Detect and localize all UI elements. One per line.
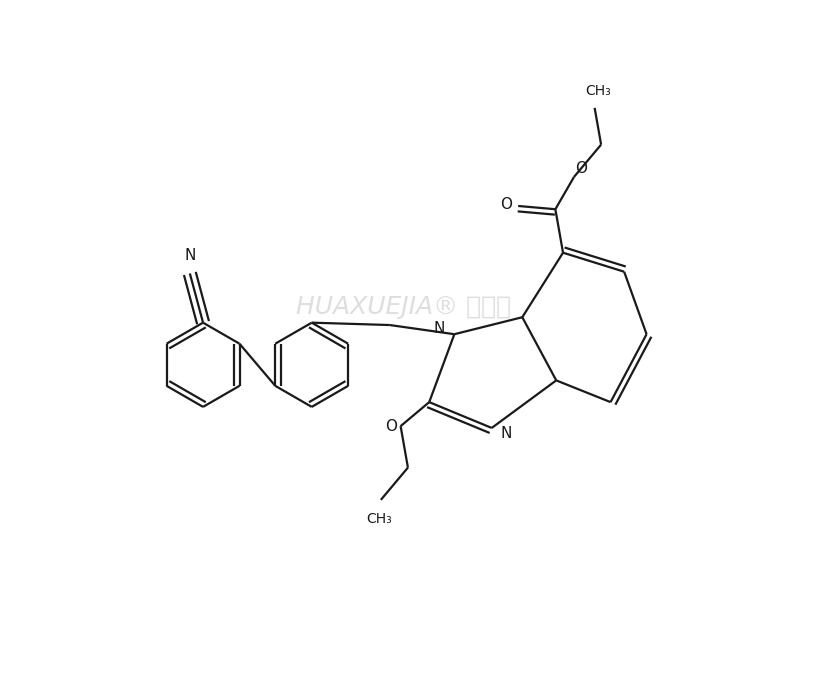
Text: O: O — [500, 197, 512, 212]
Text: N: N — [184, 248, 195, 263]
Text: O: O — [575, 160, 587, 175]
Text: CH₃: CH₃ — [585, 84, 610, 98]
Text: CH₃: CH₃ — [367, 512, 392, 526]
Text: N: N — [501, 426, 512, 441]
Text: O: O — [385, 419, 397, 434]
Text: N: N — [434, 321, 445, 336]
Text: HUAXUEJIA® 化学加: HUAXUEJIA® 化学加 — [296, 295, 511, 319]
